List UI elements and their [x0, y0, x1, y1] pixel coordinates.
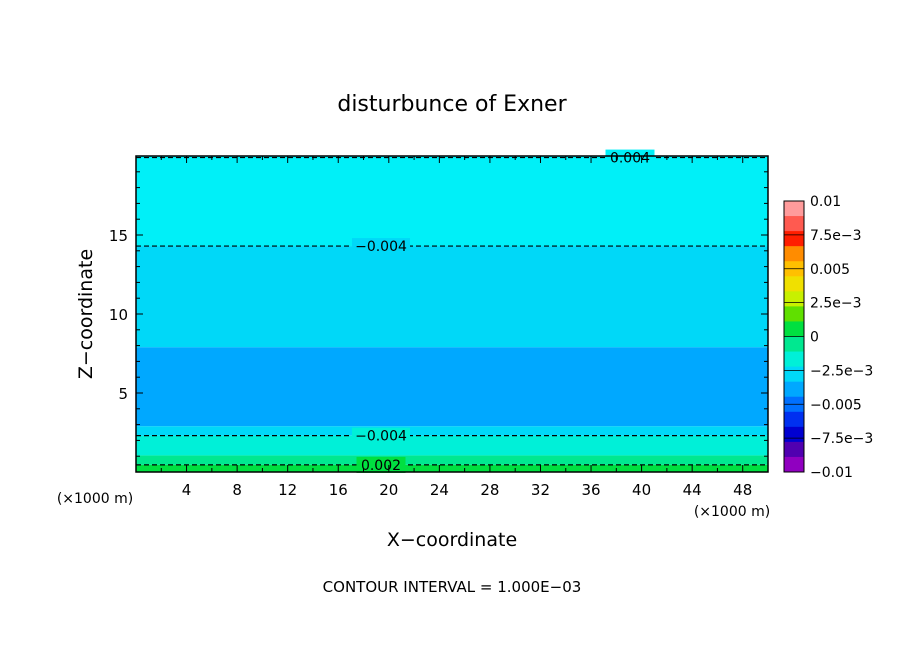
x-unit-left: (×1000 m)	[57, 491, 133, 507]
x-tick-label: 16	[329, 481, 348, 499]
x-axis-ticks: 4 8 12 16 20 24 28 32 36 40 44 48	[160, 156, 752, 499]
colorbar-label: 0.005	[810, 262, 850, 278]
x-axis-label: X−coordinate	[387, 529, 517, 551]
y-tick-label: 10	[109, 306, 128, 324]
contour-label-bg-1	[605, 149, 655, 166]
colorbar-swatch	[784, 276, 804, 292]
colorbar-swatch	[784, 336, 804, 353]
colorbar-label: 0.01	[810, 194, 841, 210]
x-tick-label: 48	[733, 481, 752, 499]
x-tick-label: 28	[480, 481, 499, 499]
contour-label-1: 0.004	[610, 151, 650, 167]
colorbar-swatch	[784, 291, 804, 307]
fill-band-3	[136, 426, 768, 436]
contour-label-bg-3	[356, 456, 406, 473]
colorbar-label: 2.5e−3	[810, 296, 862, 312]
colorbar-label: −0.005	[810, 397, 862, 413]
y-axis-label: Z−coordinate	[75, 249, 97, 379]
colorbar: 0.01 7.5e−3 0.005 2.5e−3 0 −2.5e−3 −0.005 −7.5e…	[783, 194, 873, 481]
colorbar-swatch	[784, 321, 804, 337]
y-tick-label: 15	[109, 227, 128, 245]
x-tick-label: 40	[632, 481, 651, 499]
x-tick-label: 32	[531, 481, 550, 499]
x-tick-label: 36	[581, 481, 600, 499]
x-tick-label: 4	[182, 481, 192, 499]
colorbar-swatch	[784, 381, 804, 398]
contour-label-3: 0.002	[361, 458, 401, 474]
x-tick-label: 44	[683, 481, 702, 499]
plot-area	[136, 156, 768, 472]
colorbar-swatch	[784, 441, 804, 458]
contour-interval-note: CONTOUR INTERVAL = 1.000E−03	[323, 578, 582, 596]
x-tick-label: 24	[430, 481, 449, 499]
colorbar-swatch	[784, 456, 804, 473]
y-axis-ticks: 5 10 15	[109, 171, 768, 457]
colorbar-label: −0.01	[810, 465, 853, 481]
contour-label-bg-2	[352, 427, 410, 444]
colorbar-swatch	[784, 351, 804, 368]
chart-title: disturbunce of Exner	[337, 92, 567, 117]
contour-lines: −0.004 0.004 −0.004 0.002	[136, 149, 768, 474]
fill-band-4	[136, 347, 768, 427]
contour-label-0: −0.004	[355, 239, 407, 255]
colorbar-swatch	[784, 411, 804, 428]
contour-label-2: −0.004	[355, 429, 407, 445]
colorbar-label: 7.5e−3	[810, 228, 862, 244]
colorbar-swatch	[784, 246, 804, 262]
colorbar-swatch	[784, 231, 804, 247]
colorbar-swatch	[784, 306, 804, 322]
colorbar-swatch	[784, 426, 804, 443]
x-tick-label: 8	[232, 481, 242, 499]
fill-band-6	[136, 156, 768, 247]
x-tick-label: 20	[379, 481, 398, 499]
contour-label-bg-0	[352, 238, 410, 255]
fill-band-0	[136, 464, 768, 472]
colorbar-swatch	[784, 216, 804, 232]
y-tick-label: 5	[118, 385, 128, 403]
fill-band-1	[136, 455, 768, 465]
colorbar-label: 0	[810, 330, 819, 346]
fill-band-2	[136, 435, 768, 456]
colorbar-swatch	[784, 366, 804, 383]
fill-band-5	[136, 246, 768, 348]
x-tick-label: 12	[278, 481, 297, 499]
colorbar-swatch	[784, 201, 804, 217]
x-unit-right: (×1000 m)	[694, 504, 770, 520]
colorbar-label: −7.5e−3	[810, 431, 873, 447]
colorbar-label: −2.5e−3	[810, 363, 873, 379]
